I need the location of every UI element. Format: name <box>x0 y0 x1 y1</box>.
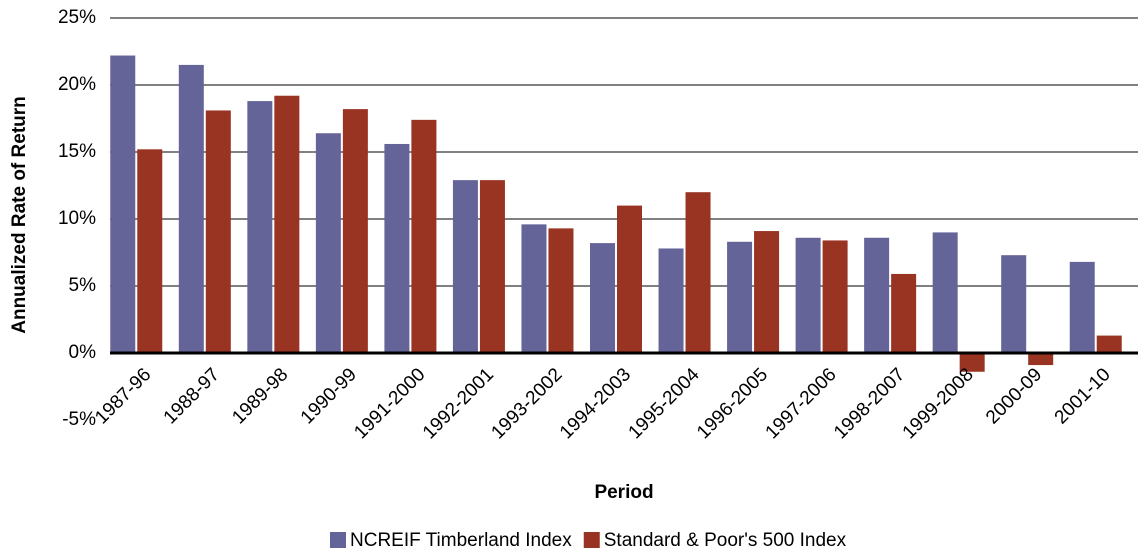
bar <box>205 110 231 354</box>
bar <box>685 192 711 353</box>
x-tick-label: 1995-2004 <box>625 364 704 443</box>
y-axis-title: Annualized Rate of Return <box>9 96 30 334</box>
bar <box>1028 353 1054 366</box>
bar <box>590 243 615 353</box>
bar <box>727 241 753 353</box>
x-tick-label: 2001-10 <box>1051 364 1115 428</box>
x-tick-label: 1998-2007 <box>830 364 909 443</box>
x-tick-label: 1991-2000 <box>350 364 429 443</box>
x-tick-label: 2000-09 <box>982 364 1046 428</box>
x-tick-label: 1997-2006 <box>762 364 841 443</box>
bar <box>959 353 985 372</box>
bar <box>178 64 204 354</box>
x-tick-label: 1989-98 <box>228 364 292 428</box>
x-tick-label: 1992-2001 <box>419 364 498 443</box>
bar <box>342 109 368 354</box>
x-tick-label: 1999-2008 <box>899 364 978 443</box>
y-tick-label: 20% <box>58 74 96 95</box>
bar <box>932 232 958 353</box>
bar <box>315 133 341 353</box>
y-tick-label: 0% <box>69 342 97 363</box>
bar <box>110 55 136 354</box>
bar <box>658 248 684 353</box>
x-tick-label: 1994-2003 <box>556 364 635 443</box>
legend-label: NCREIF Timberland Index <box>350 530 572 551</box>
x-tick-label: 1990-99 <box>297 364 361 428</box>
bar <box>617 205 642 353</box>
bar <box>891 273 917 353</box>
legend-swatch <box>330 532 346 548</box>
bar <box>864 237 890 353</box>
x-tick-label: 1988-97 <box>160 364 224 428</box>
bar <box>754 231 780 353</box>
bar <box>1096 335 1122 353</box>
bar <box>1069 261 1095 353</box>
y-tick-label: -5% <box>62 409 96 430</box>
y-tick-label: 15% <box>58 141 96 162</box>
bar <box>795 237 821 353</box>
bar <box>247 101 273 353</box>
bar <box>1001 255 1027 353</box>
legend-label: Standard & Poor's 500 Index <box>604 530 847 551</box>
y-tick-label: 10% <box>58 208 96 229</box>
bar <box>384 143 410 353</box>
legend-swatch <box>583 532 600 548</box>
bar <box>452 180 478 353</box>
y-tick-label: 5% <box>69 275 97 296</box>
x-tick-label: 1987-96 <box>91 364 155 428</box>
x-axis-title: Period <box>594 482 653 503</box>
bar <box>521 224 547 353</box>
bar <box>822 240 848 353</box>
x-tick-label: 1993-2002 <box>487 364 566 443</box>
bar <box>411 119 437 353</box>
y-tick-label: 25% <box>58 7 96 28</box>
bar <box>548 228 574 353</box>
bar <box>274 95 300 353</box>
x-tick-label: 1996-2005 <box>693 364 772 443</box>
bar <box>479 180 505 353</box>
bar <box>137 149 163 353</box>
